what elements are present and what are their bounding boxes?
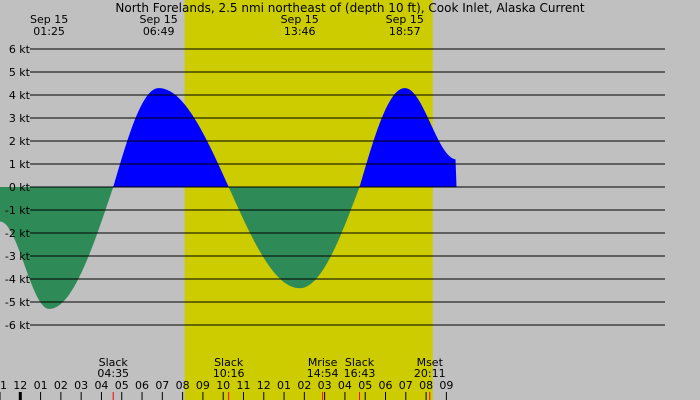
x-tick-label: 06 <box>379 379 393 392</box>
x-axis: 11 12 01 02 03 04 05 06 07 08 09 10 11 12 01 02 03 04 05 06… <box>0 379 453 400</box>
x-tick-label: 10 <box>216 379 230 392</box>
event-time-label: 16:43 <box>344 367 376 380</box>
y-tick-label: 5 kt <box>9 66 31 79</box>
event-label: Mrise <box>308 356 338 369</box>
x-tick-label: 09 <box>439 379 453 392</box>
peak-time-label: 18:57 <box>389 25 421 38</box>
x-tick-label: 05 <box>358 379 372 392</box>
y-tick-label: 0 kt <box>9 181 31 194</box>
y-tick-label: 1 kt <box>9 158 31 171</box>
peak-time-label: 01:25 <box>33 25 65 38</box>
event-time-label: 04:35 <box>97 367 129 380</box>
x-tick-label: 08 <box>419 379 433 392</box>
x-tick-label: 11 <box>236 379 250 392</box>
event-label: Slack <box>99 356 129 369</box>
y-tick-label: 3 kt <box>9 112 31 125</box>
y-tick-label: 2 kt <box>9 135 31 148</box>
current-areas <box>0 88 457 309</box>
x-tick-label: 06 <box>135 379 149 392</box>
event-label: Mset <box>417 356 444 369</box>
peak-date-label: Sep 15 <box>140 13 178 26</box>
x-tick-label: 01 <box>34 379 48 392</box>
peak-date-label: Sep 15 <box>30 13 68 26</box>
y-tick-label: -4 kt <box>5 273 31 286</box>
event-label: Slack <box>214 356 244 369</box>
x-tick-label: 03 <box>74 379 88 392</box>
x-tick-label: 12 <box>13 379 27 392</box>
event-time-label: 20:11 <box>414 367 446 380</box>
x-tick-label: 12 <box>257 379 271 392</box>
x-tick-label: 02 <box>297 379 311 392</box>
y-tick-label: -3 kt <box>5 250 31 263</box>
x-tick-label: 02 <box>54 379 68 392</box>
x-tick-label: 07 <box>155 379 169 392</box>
event-time-label: 14:54 <box>307 367 339 380</box>
y-tick-label: -5 kt <box>5 296 31 309</box>
x-tick-label: 01 <box>277 379 291 392</box>
x-tick-label: 09 <box>196 379 210 392</box>
event-labels: Slack04:35Slack10:16Mrise14:54Slack16:43… <box>97 356 446 400</box>
x-tick-label: 08 <box>176 379 190 392</box>
x-tick-label: 11 <box>0 379 7 392</box>
y-axis: 6 kt 5 kt 4 kt 3 kt 2 kt 1 kt 0 kt -1 kt -2 kt -3… <box>5 43 31 332</box>
x-tick-label: 07 <box>399 379 413 392</box>
peak-time-label: 13:46 <box>284 25 316 38</box>
y-tick-label: -6 kt <box>5 319 31 332</box>
y-tick-label: 6 kt <box>9 43 31 56</box>
event-time-label: 10:16 <box>213 367 245 380</box>
x-tick-label: 05 <box>115 379 129 392</box>
y-tick-label: 4 kt <box>9 89 31 102</box>
peak-date-label: Sep 15 <box>386 13 424 26</box>
x-tick-label: 04 <box>94 379 108 392</box>
peak-time-label: 06:49 <box>143 25 175 38</box>
ebb-area <box>0 187 457 309</box>
peak-date-label: Sep 15 <box>281 13 319 26</box>
x-tick-label: 04 <box>338 379 352 392</box>
event-label: Slack <box>345 356 375 369</box>
chart-title: North Forelands, 2.5 nmi northeast of (d… <box>115 1 584 15</box>
y-tick-label: -2 kt <box>5 227 31 240</box>
grid-lines <box>30 48 665 326</box>
flood-area <box>0 88 457 187</box>
y-tick-label: -1 kt <box>5 204 31 217</box>
x-tick-label: 03 <box>318 379 332 392</box>
